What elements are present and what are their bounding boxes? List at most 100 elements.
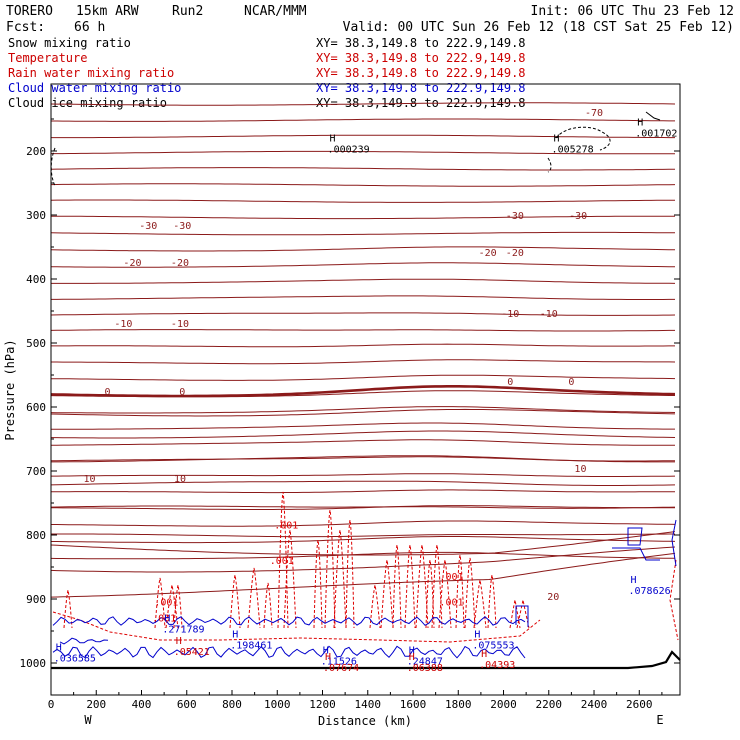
max-marker-h: H	[164, 614, 170, 625]
isotherm-line	[51, 374, 676, 381]
rain-contour	[669, 559, 679, 641]
rain-contour	[277, 491, 289, 629]
max-marker-value: .05421	[174, 647, 210, 658]
rain-contour	[516, 599, 530, 629]
org-name: NCAR/MMM	[244, 4, 307, 19]
rain-contour-label: .001	[274, 521, 298, 532]
init-time: Init: 06 UTC Thu 23 Feb 12	[531, 4, 735, 19]
rain-contour	[473, 579, 487, 629]
y-tick-label: 900	[26, 593, 46, 606]
isotherm-line	[51, 262, 675, 268]
y-axis-title: Pressure (hPa)	[3, 339, 17, 440]
isotherm-line	[50, 231, 675, 236]
max-marker-value: .036585	[54, 653, 96, 664]
max-marker-h: H	[325, 652, 331, 663]
y-tick-label: 600	[26, 401, 46, 414]
max-marker-h: H	[637, 118, 643, 129]
rain-contour	[173, 584, 183, 629]
isotherm-label: 10	[83, 474, 95, 485]
isotherm-label: 10	[574, 464, 586, 475]
max-marker-h: H	[409, 652, 415, 663]
isotherm-line	[50, 546, 676, 573]
rain-contour-label: .001	[439, 597, 463, 608]
x-tick-label: 2000	[490, 698, 517, 711]
rain-contour	[313, 539, 323, 629]
max-marker-h: H	[232, 630, 238, 641]
x-tick-label: 600	[177, 698, 197, 711]
y-tick-label: 300	[26, 209, 46, 222]
field-xy-rain: XY= 38.3,149.8 to 222.9,149.8	[316, 66, 526, 80]
isotherm-line	[51, 295, 675, 300]
field-xy-snow: XY= 38.3,149.8 to 222.9,149.8	[316, 36, 526, 50]
x-tick-label: 400	[132, 698, 152, 711]
isotherm-label: -10	[501, 309, 519, 320]
max-marker-h: H	[481, 649, 487, 660]
rain-contour	[165, 584, 179, 629]
isotherm-line	[50, 312, 676, 316]
isotherm-label: -20	[123, 258, 141, 269]
rain-contour	[438, 559, 452, 629]
isotherm-line	[50, 183, 676, 187]
x-axis: 0 200 400 600 800 1000 1200 1400 1600 1800 2000 220…	[48, 690, 663, 711]
isotherm-line	[51, 422, 675, 430]
cloud-water-contour	[671, 519, 677, 567]
rain-contour	[380, 559, 394, 629]
isotherm-line	[51, 455, 675, 463]
rain-contour-label: .001	[154, 597, 178, 608]
cloud-water-contour	[52, 616, 526, 626]
freezing-level-line	[50, 385, 676, 398]
isotherm-line	[51, 473, 676, 477]
isotherm-label: -20	[479, 248, 497, 259]
isotherm-line	[51, 343, 675, 348]
cloud-water-contour	[612, 547, 660, 561]
max-marker-h: H	[554, 134, 560, 145]
isotherm-label: -30	[139, 221, 157, 232]
isotherm-line	[51, 118, 675, 122]
field-name-rain: Rain water mixing ratio	[8, 66, 174, 80]
x-tick-label: 200	[86, 698, 106, 711]
isotherm-line	[50, 480, 676, 486]
isotherm-line	[51, 215, 675, 220]
terrain	[51, 650, 681, 670]
rain-contour	[392, 544, 402, 629]
max-marker-h: H	[630, 575, 636, 586]
max-marker-value: .07674	[323, 663, 359, 674]
isotherm-line	[51, 533, 675, 538]
isotherm-line	[51, 430, 676, 439]
field-name-cloud-water: Cloud water mixing ratio	[8, 81, 181, 95]
snow-contour	[645, 111, 661, 121]
rain-contour	[415, 544, 429, 629]
forecast-hours: 66 h	[74, 20, 105, 35]
temperature-isotherms	[50, 102, 676, 598]
isotherm-label: -30	[569, 211, 587, 222]
isotherm-label: -30	[173, 221, 191, 232]
cloud-ice-contour	[547, 157, 552, 173]
cloud-water-contour	[627, 527, 643, 546]
isotherm-line	[50, 552, 676, 598]
isotherm-line	[51, 439, 675, 446]
isotherm-label: 0	[507, 377, 513, 388]
isotherm-line	[50, 505, 676, 509]
isotherm-line	[50, 406, 676, 414]
max-marker-value: .075553	[472, 641, 514, 652]
run-name: Run2	[172, 4, 203, 19]
rain-contour	[247, 567, 261, 629]
rain-contour-label: .001	[152, 613, 176, 624]
max-marker-h: H	[56, 642, 62, 653]
field-legend: Snow mixing ratio XY= 38.3,149.8 to 222.…	[8, 36, 526, 110]
isotherm-line	[51, 520, 676, 527]
rain-contour	[154, 577, 166, 629]
isotherm-label: -10	[171, 319, 189, 330]
rain-contour	[229, 574, 241, 629]
max-marker-value: .271789	[162, 625, 204, 636]
cloud-water-contour	[59, 637, 109, 645]
rain-contour	[509, 599, 521, 629]
max-marker-h: H	[474, 630, 480, 641]
field-xy-cloud-water: XY= 38.3,149.8 to 222.9,149.8	[316, 81, 526, 95]
rain-contour	[487, 574, 497, 629]
x-axis-title: Distance (km)	[318, 714, 412, 728]
field-name-snow: Snow mixing ratio	[8, 36, 131, 50]
y-tick-label: 200	[26, 145, 46, 158]
x-tick-label: 1600	[400, 698, 427, 711]
